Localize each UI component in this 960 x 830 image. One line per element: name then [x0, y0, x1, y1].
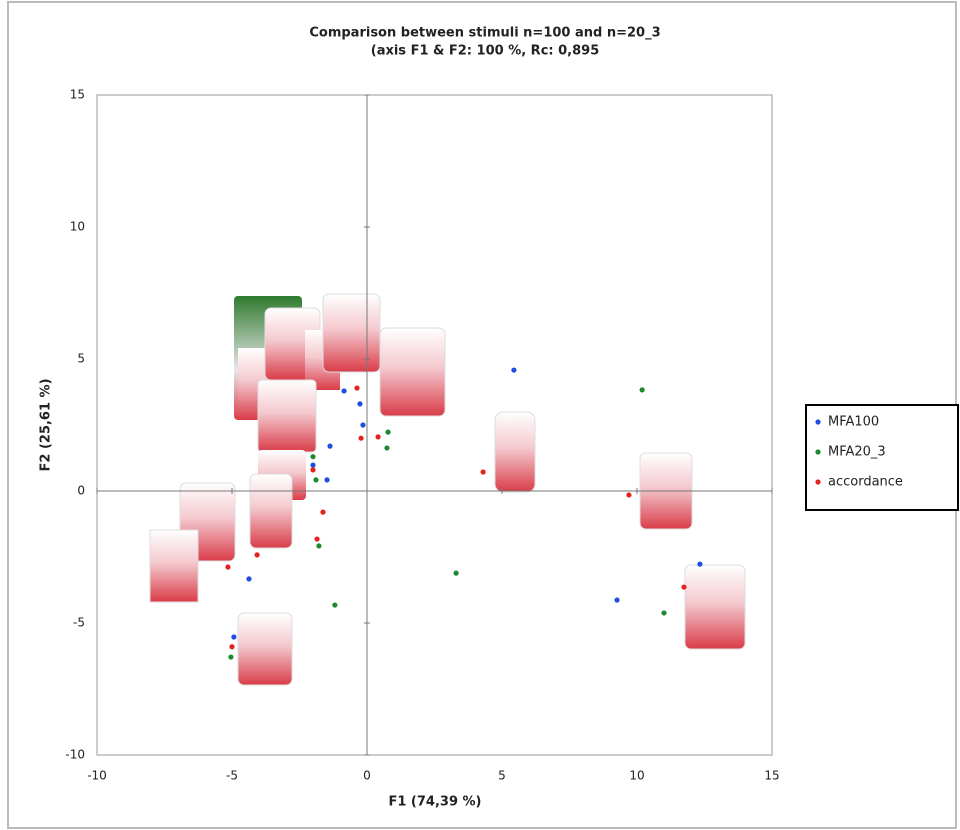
product-image	[150, 530, 198, 602]
chart-title: Comparison between stimuli n=100 and n=2…	[309, 26, 660, 41]
x-tick-label: -5	[226, 769, 238, 783]
point	[332, 602, 337, 607]
point	[481, 469, 486, 474]
y-axis-label: F2 (25,61 %)	[39, 378, 54, 471]
point	[511, 367, 516, 372]
point	[385, 430, 390, 435]
point	[313, 477, 318, 482]
point	[246, 576, 251, 581]
point	[357, 401, 362, 406]
x-tick-label: -10	[87, 769, 107, 783]
point	[697, 562, 702, 567]
point	[454, 571, 459, 576]
legend-label: accordance	[828, 475, 903, 490]
y-tick-label: 0	[77, 484, 85, 498]
point	[614, 597, 619, 602]
point	[626, 492, 631, 497]
product-image	[495, 412, 535, 492]
legend-swatch	[815, 449, 820, 454]
point	[375, 434, 380, 439]
legend-swatch	[815, 479, 820, 484]
y-tick-label: 10	[70, 220, 85, 234]
x-tick-label: 0	[363, 769, 371, 783]
point	[310, 454, 315, 459]
point	[354, 385, 359, 390]
legend-swatch	[815, 419, 820, 424]
product-image	[250, 474, 292, 548]
y-tick-label: -10	[65, 748, 85, 762]
point	[661, 610, 666, 615]
y-tick-label: -5	[73, 616, 85, 630]
point	[360, 422, 365, 427]
product-image	[258, 380, 316, 452]
point	[310, 467, 315, 472]
x-tick-label: 10	[629, 769, 644, 783]
point	[316, 543, 321, 548]
point	[310, 463, 315, 468]
product-image	[238, 613, 292, 685]
plot-area	[97, 95, 772, 755]
point	[681, 584, 686, 589]
point	[384, 445, 389, 450]
point	[225, 564, 230, 569]
point	[228, 654, 233, 659]
point	[231, 634, 236, 639]
point	[358, 436, 363, 441]
point	[229, 644, 234, 649]
product-image	[685, 565, 745, 649]
point	[324, 477, 329, 482]
legend-label: MFA20_3	[828, 445, 886, 460]
y-tick-label: 5	[77, 352, 85, 366]
x-axis-label: F1 (74,39 %)	[388, 795, 481, 810]
point	[327, 444, 332, 449]
point	[320, 510, 325, 515]
point	[314, 536, 319, 541]
point	[640, 387, 645, 392]
chart: Comparison between stimuli n=100 and n=2…	[0, 0, 960, 830]
chart-subtitle: (axis F1 & F2: 100 %, Rc: 0,895	[371, 44, 600, 59]
point	[255, 552, 260, 557]
product-image	[323, 294, 380, 372]
x-tick-label: 5	[498, 769, 506, 783]
product-image	[380, 328, 445, 416]
point	[341, 388, 346, 393]
x-tick-label: 15	[764, 769, 779, 783]
y-tick-label: 15	[70, 88, 85, 102]
legend-label: MFA100	[828, 415, 879, 430]
product-images	[150, 294, 745, 685]
